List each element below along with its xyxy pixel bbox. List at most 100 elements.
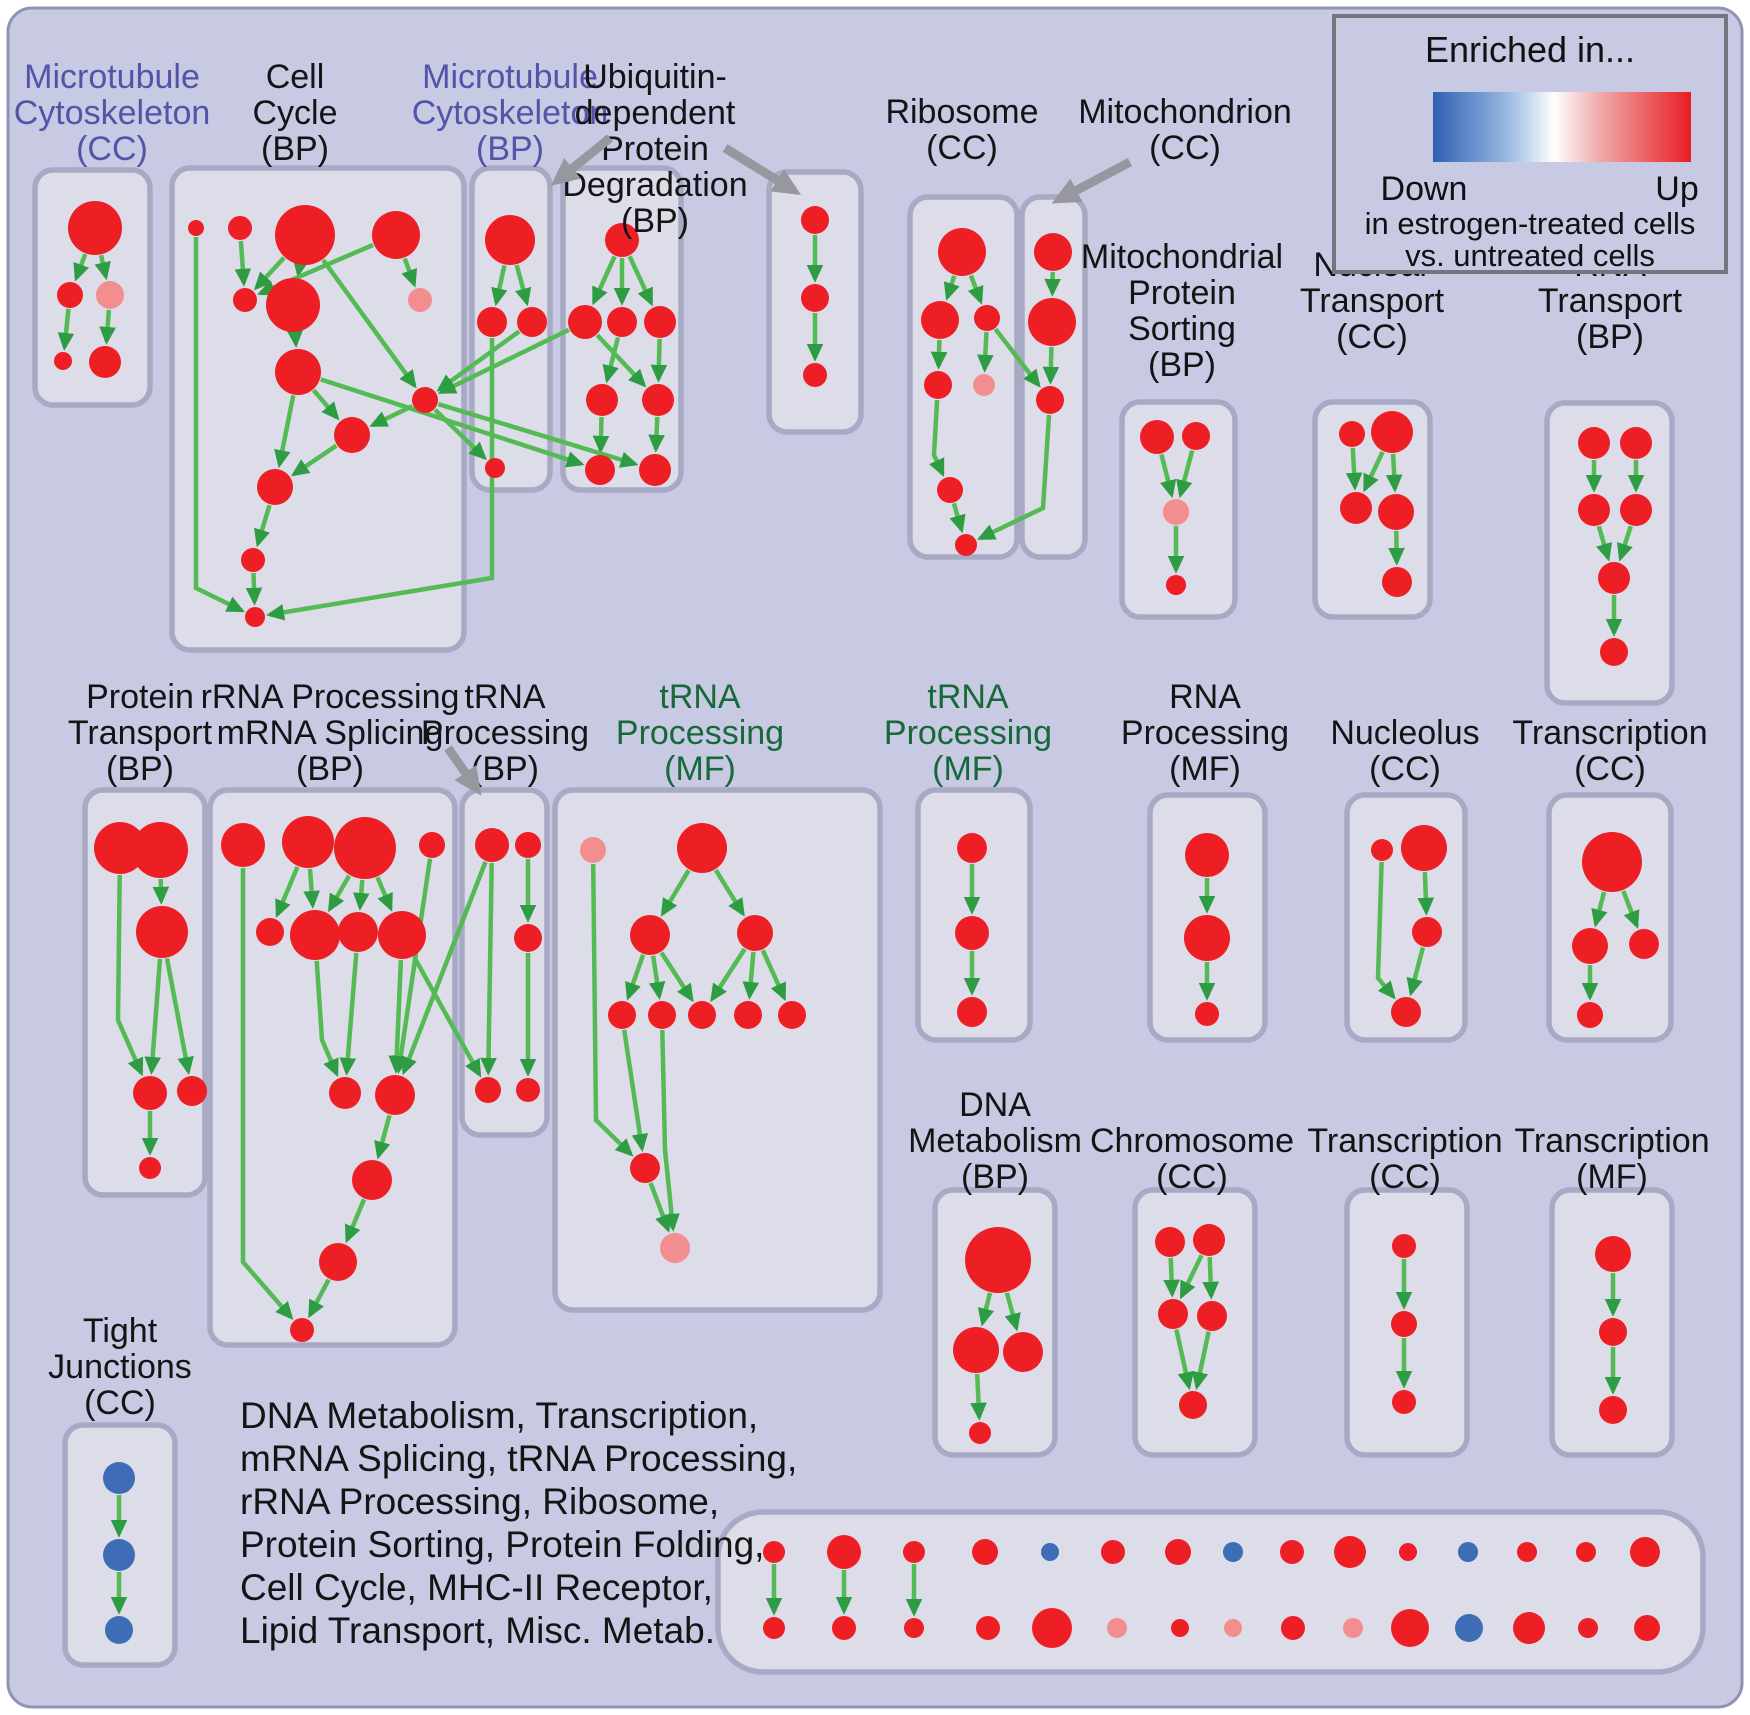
- edge-ribosome-cc: [949, 502, 966, 534]
- nodes-layer: [54, 201, 1660, 1648]
- node-trna-processing-bp: [515, 832, 541, 858]
- edge-rrna-processing-mrna-splicing-bp: [352, 879, 370, 911]
- edge-cell-cycle-bp: [311, 388, 340, 421]
- edge-mt-cytoskeleton-cc: [57, 308, 75, 351]
- group-label-tight-junctions-cc: Tight: [83, 1312, 158, 1350]
- edge-ubiquitin-degradation-bp-a: [602, 336, 621, 384]
- group-label-rrna-processing-mrna-splicing-bp: rRNA Processing: [201, 678, 460, 716]
- cross-edge: [433, 408, 487, 461]
- node-transcription-mf: [1599, 1396, 1627, 1424]
- edge-trna-processing-mf-large: [648, 1182, 671, 1233]
- node-mixed-cluster: [972, 1539, 998, 1565]
- node-mixed-cluster: [1224, 1619, 1242, 1637]
- node-mixed-cluster: [1281, 1616, 1305, 1640]
- edge-cell-cycle-bp: [290, 443, 338, 477]
- edge-cell-cycle-bp: [401, 257, 418, 288]
- node-transcription-cc-2: [1392, 1390, 1416, 1414]
- node-rrna-processing-mrna-splicing-bp: [375, 1075, 415, 1115]
- node-cell-cycle-bp: [275, 205, 335, 265]
- group-box-protein-transport-bp: [82, 787, 208, 1198]
- edge-trna-processing-bp: [480, 862, 497, 1076]
- edge-dna-metabolism-bp: [977, 1292, 995, 1327]
- cross-edge: [412, 955, 482, 1078]
- edge-rrna-processing-mrna-splicing-bp: [388, 959, 406, 1074]
- edge-mito-protein-sorting-bp: [1159, 453, 1177, 499]
- edge-ubiquitin-degradation-bp-a: [627, 255, 654, 307]
- node-nuclear-transport-cc: [1378, 494, 1414, 530]
- node-nuclear-transport-cc: [1339, 421, 1365, 447]
- node-chromosome-cc: [1179, 1391, 1207, 1419]
- group-label-microtubule-cytoskeleton-cc: Cytoskeleton: [14, 94, 211, 132]
- edge-rrna-processing-mrna-splicing-bp: [339, 952, 359, 1076]
- group-label-protein-transport-bp: (BP): [106, 750, 174, 788]
- edge-protein-transport-bp: [152, 878, 170, 905]
- group-label-chromosome-cc: (CC): [1156, 1158, 1228, 1196]
- node-transcription-mf: [1599, 1318, 1627, 1346]
- edge-trna-processing-mf-large: [713, 868, 745, 917]
- node-trna-processing-mf-large: [608, 1001, 636, 1029]
- node-trna-processing-bp: [475, 828, 509, 862]
- node-trna-processing-mf-large: [688, 1001, 716, 1029]
- group-label-microtubule-cytoskeleton-cc: (CC): [76, 130, 148, 168]
- node-transcription-cc: [1577, 1002, 1603, 1028]
- node-mitochondrion-cc: [1036, 386, 1064, 414]
- node-mixed-cluster: [903, 1541, 925, 1563]
- edge-trna-processing-mf-large: [760, 949, 787, 1002]
- group-label-trna-processing-bp: Processing: [421, 714, 589, 752]
- node-trna-processing-mf-large: [660, 1233, 690, 1263]
- edge-protein-transport-bp: [164, 958, 194, 1076]
- legend-subtitle-1: in estrogen-treated cells: [1365, 206, 1696, 241]
- node-rna-transport-bp: [1578, 427, 1610, 459]
- node-rrna-processing-mrna-splicing-bp: [378, 911, 426, 959]
- group-label-trna-processing-mf-2: tRNA: [927, 678, 1009, 716]
- node-transcription-cc-2: [1391, 1311, 1417, 1337]
- edge-dna-metabolism-bp: [970, 1373, 987, 1421]
- node-mitochondrion-cc: [1028, 298, 1076, 346]
- node-ubiquitin-degradation-bp-a: [568, 305, 602, 339]
- node-ubiquitin-degradation-bp-b: [801, 206, 829, 234]
- node-trna-processing-bp: [514, 924, 542, 952]
- node-mt-cytoskeleton-bp: [485, 215, 535, 265]
- note-text-line: Protein Sorting, Protein Folding,: [240, 1524, 764, 1565]
- edge-ubiquitin-degradation-bp-a: [592, 416, 610, 454]
- node-trna-processing-mf-large: [677, 823, 727, 873]
- edge-rrna-processing-mrna-splicing-bp: [275, 866, 300, 918]
- node-mixed-cluster: [1343, 1618, 1363, 1638]
- group-label-mitochondrion-cc: Mitochondrion: [1078, 93, 1292, 131]
- edge-chromosome-cc: [1202, 1256, 1219, 1300]
- group-label-trna-processing-mf-2: Processing: [884, 714, 1052, 752]
- node-rrna-processing-mrna-splicing-bp: [352, 1160, 392, 1200]
- group-label-cell-cycle-bp: Cell: [266, 58, 325, 96]
- edge-mitochondrion-cc: [1042, 346, 1060, 385]
- node-trna-processing-mf-small: [957, 833, 987, 863]
- node-ubiquitin-degradation-bp-a: [644, 306, 676, 338]
- edge-trna-processing-mf-large: [660, 869, 691, 917]
- edge-nuclear-transport-cc: [1362, 450, 1385, 493]
- node-ribosome-cc: [955, 534, 977, 556]
- node-mito-protein-sorting-bp: [1163, 499, 1189, 525]
- node-ribosome-cc: [973, 374, 995, 396]
- edge-nucleolus-cc: [1375, 861, 1396, 1000]
- node-cell-cycle-bp: [257, 469, 293, 505]
- edge-trna-processing-mf-large: [742, 951, 760, 1000]
- node-nucleolus-cc: [1371, 839, 1393, 861]
- group-label-rna-transport-bp: (BP): [1576, 318, 1644, 356]
- node-nuclear-transport-cc: [1371, 411, 1413, 453]
- group-label-nucleolus-cc: Nucleolus: [1330, 714, 1479, 752]
- node-mt-cytoskeleton-cc: [68, 201, 122, 255]
- edge-chromosome-cc: [1191, 1331, 1211, 1391]
- edge-rna-transport-bp: [1596, 525, 1613, 562]
- edge-ribosome-cc: [977, 331, 994, 373]
- edge-cell-cycle-bp: [193, 237, 245, 613]
- node-mixed-cluster: [1517, 1542, 1537, 1562]
- group-box-trna-processing-mf-small: [915, 787, 1033, 1043]
- legend-gradient-bar: [1433, 92, 1691, 162]
- node-mixed-cluster: [1576, 1542, 1596, 1562]
- edge-ubiquitin-degradation-bp-a: [595, 333, 647, 388]
- group-label-rna-transport-bp: Transport: [1538, 282, 1683, 320]
- node-nucleolus-cc: [1412, 917, 1442, 947]
- node-ribosome-cc: [924, 371, 952, 399]
- edge-ubiquitin-degradation-bp-a: [591, 255, 617, 306]
- node-mixed-cluster: [1578, 1618, 1598, 1638]
- node-rrna-processing-mrna-splicing-bp: [290, 1318, 314, 1342]
